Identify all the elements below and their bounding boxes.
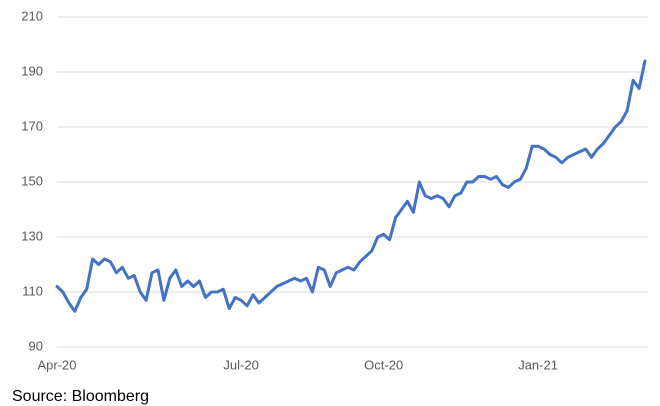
line	[55, 59, 647, 313]
x-tick-label: Jan-21	[518, 357, 558, 372]
source-note: Source: Bloomberg	[12, 388, 149, 405]
x-tick-label: Jul-20	[223, 357, 258, 372]
y-tick-label: 90	[29, 338, 43, 353]
y-tick-label: 170	[21, 118, 43, 133]
x-tick-label: Apr-20	[37, 357, 76, 372]
y-tick-label: 150	[21, 173, 43, 188]
y-tick-label: 210	[21, 8, 43, 23]
y-tick-label: 110	[22, 283, 43, 298]
y-tick-label: 130	[21, 228, 43, 243]
x-tick-label: Oct-20	[364, 357, 403, 372]
y-tick-label: 190	[21, 63, 43, 78]
